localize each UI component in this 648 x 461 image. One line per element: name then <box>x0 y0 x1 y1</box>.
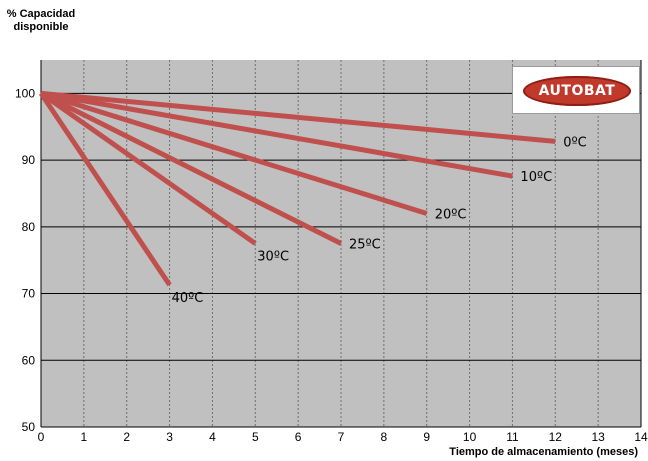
x-tick-label: 5 <box>252 430 259 444</box>
x-tick-label: 3 <box>166 430 173 444</box>
y-axis-title: % Capacidad disponible <box>6 8 76 34</box>
series-line <box>39 91 343 246</box>
series-label: 25ºC <box>349 238 381 253</box>
x-tick-label: 4 <box>209 430 216 444</box>
y-tick-label: 90 <box>22 153 36 167</box>
series-label: 0ºC <box>563 135 586 150</box>
x-tick-label: 14 <box>634 430 648 444</box>
autobat-logo-badge: AUTOBAT <box>523 76 631 106</box>
y-axis-title-line-2: disponible <box>13 21 69 33</box>
series-label: 40ºC <box>172 291 204 306</box>
y-tick-label: 70 <box>22 287 36 301</box>
series-line <box>40 90 428 216</box>
x-tick-label: 1 <box>81 430 88 444</box>
y-tick-label: 80 <box>22 220 36 234</box>
series-label: 20ºC <box>435 207 467 222</box>
x-tick-label: 10 <box>463 430 477 444</box>
y-tick-label: 100 <box>15 86 35 100</box>
y-tick-label: 60 <box>22 353 36 367</box>
series-line <box>40 90 556 144</box>
series-line <box>38 91 172 287</box>
y-axis-title-line-1: % Capacidad <box>6 8 76 20</box>
series-label: 30ºC <box>257 250 289 265</box>
x-tick-label: 13 <box>591 430 605 444</box>
x-tick-label: 2 <box>123 430 130 444</box>
x-tick-label: 9 <box>423 430 430 444</box>
x-tick-label: 12 <box>549 430 563 444</box>
x-tick-label: 7 <box>338 430 345 444</box>
x-tick-label: 6 <box>295 430 302 444</box>
x-axis-title: Tiempo de almacenamiento (meses) <box>449 446 638 458</box>
series-line <box>39 91 257 246</box>
autobat-logo: AUTOBAT <box>512 66 640 114</box>
x-tick-label: 8 <box>381 430 388 444</box>
autobat-logo-text: AUTOBAT <box>538 83 616 99</box>
series-line <box>40 90 513 179</box>
x-tick-label: 0 <box>38 430 45 444</box>
series-label: 10ºC <box>520 170 552 185</box>
x-tick-label: 11 <box>506 430 519 444</box>
y-tick-label: 50 <box>22 420 36 434</box>
